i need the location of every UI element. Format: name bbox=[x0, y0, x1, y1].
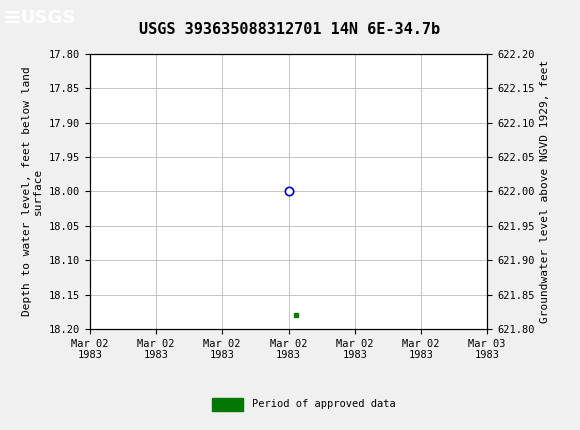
Text: ≡: ≡ bbox=[3, 8, 21, 28]
Bar bbox=[212, 398, 243, 411]
Text: USGS 393635088312701 14N 6E-34.7b: USGS 393635088312701 14N 6E-34.7b bbox=[139, 22, 441, 37]
Y-axis label: Depth to water level, feet below land
surface: Depth to water level, feet below land su… bbox=[22, 67, 44, 316]
Y-axis label: Groundwater level above NGVD 1929, feet: Groundwater level above NGVD 1929, feet bbox=[540, 60, 550, 323]
Text: USGS: USGS bbox=[20, 9, 75, 27]
Text: Period of approved data: Period of approved data bbox=[252, 399, 396, 409]
